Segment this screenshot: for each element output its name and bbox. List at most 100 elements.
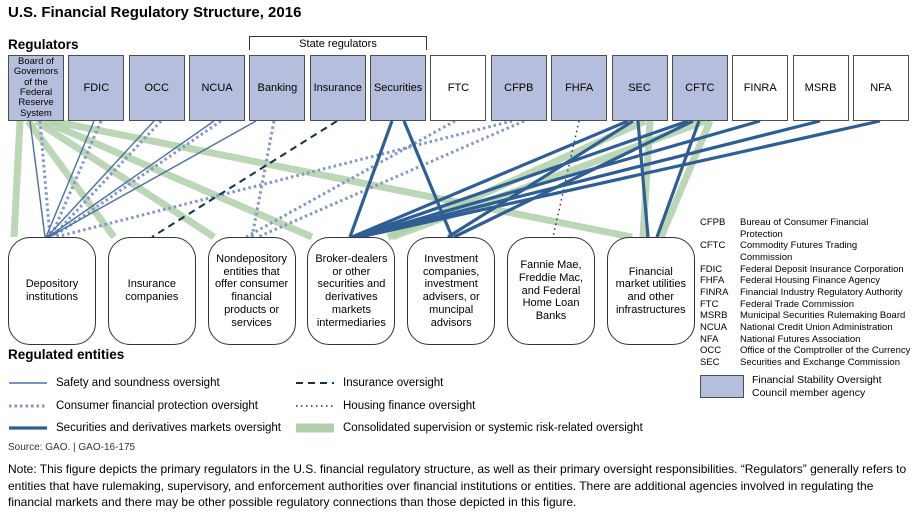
abbreviation: CFTC [700,240,726,252]
regulator-label: Board of Governors of the Federal Reserv… [13,55,59,119]
regulator-label: SEC [628,81,651,94]
regulator-label: Banking [257,81,298,94]
edge-green-sec-fmu [639,120,654,238]
edge-consumer-occ-depository [50,119,163,239]
abbreviation-row: FDIC Federal Deposit Insurance Corporatio… [700,264,912,276]
edge-safety-fdic-depository [45,120,95,238]
legend-insurance-line-icon [296,382,334,384]
entity-label: Depository institutions [25,278,79,303]
fsoc-member-swatch [700,375,744,398]
edge-housing-fhfa-fannie [552,120,580,238]
edge-safety-ncua-depository [47,120,215,238]
regulator-label: CFTC [685,81,715,94]
abbreviation-row: CFTC Commodity Futures Trading Commission [700,240,912,263]
abbreviation-name: Federal Deposit Insurance Corporation [740,263,904,275]
abbreviation: FDIC [700,263,723,275]
legend-item-green: Consolidated supervision or systemic ris… [295,421,643,435]
legend-consumer-line-icon [9,404,47,407]
edge-consumer-cfpb-nondepository [257,119,525,239]
legend-item-insurance: Insurance oversight [295,376,443,390]
entity-box-depository: Depository institutions [8,237,96,345]
regulator-label: CFPB [504,81,534,94]
abbreviation-name: Municipal Securities Rulemaking Board [740,310,906,322]
edge-safety-banking-depository [48,120,257,238]
regulators-heading: Regulators [8,37,79,52]
legend-label: Consolidated supervision or systemic ris… [343,422,643,434]
edge-securities-sec-fmu [636,120,650,238]
edge-consumer-ncua-depository [52,119,222,239]
regulator-box-ftc: FTC [430,55,487,121]
edge-green-frs-fmu [51,117,633,241]
abbreviation-name: Securities and Exchange Commission [740,357,900,369]
abbreviation-name: Commodity Futures Trading Commission [740,240,858,264]
regulator-box-cftc: CFTC [671,55,728,121]
abbreviation-row: FHFA Federal Housing Finance Agency [700,275,912,287]
entity-label: Fannie Mae, Freddie Mac, and Federal Hom… [518,259,584,323]
abbreviation: SEC [700,357,720,369]
edge-consumer-ftc-nondepository [245,119,456,239]
legend-securities-line-icon [9,426,47,430]
edge-green-frs-insurance-companies [25,118,117,240]
edge-consumer-cfpb-depository [55,119,513,239]
regulated-entities-heading: Regulated entities [8,347,125,362]
entity-box-fmu: Financial market utilities and other inf… [606,237,695,345]
regulator-box-msrb: MSRB [792,55,849,121]
edge-securities-cftc-investment [453,119,694,239]
regulator-label: NFA [870,81,892,94]
legend-item-safety: Safety and soundness oversight [8,376,220,390]
abbreviation: OCC [700,345,722,357]
legend-housing-line-icon [296,404,334,407]
entity-label: Insurance companies [125,278,179,303]
regulator-box-cfpb: CFPB [490,55,547,121]
regulator-box-securities: Securities [370,55,427,121]
edge-consumer-frs-depository [38,120,52,238]
entity-label: Nondepository entities that offer consum… [215,252,289,329]
regulator-box-finra: FINRA [732,55,789,121]
abbreviation-name: National Credit Union Administration [740,322,893,334]
entity-box-insurance-companies: Insurance companies [107,237,196,345]
state-regulators-bracket: State regulators [249,36,427,50]
entity-box-fannie: Fannie Mae, Freddie Mac, and Federal Hom… [507,237,595,345]
abbreviation-row: FINRA Financial Industry Regulatory Autho… [700,287,912,299]
abbreviation-row: OCC Office of the Comptroller of the Curr… [700,345,912,357]
abbreviation-row: SEC Securities and Exchange Commission [700,357,912,369]
legend-label: Housing finance oversight [343,399,476,412]
regulator-label: FHFA [565,81,594,94]
edge-green-cftc-broker-dealers [390,117,707,241]
abbreviation: NFA [700,333,719,345]
page-title: U.S. Financial Regulatory Structure, 201… [8,4,302,21]
abbreviation-row: NFA National Futures Association [700,334,912,346]
abbreviation-row: MSRB Municipal Securities Rulemaking Boar… [700,310,912,322]
edge-securities-cftc-broker-dealers [353,119,689,239]
abbreviation-row: CFPB Bureau of Consumer Financial Protect… [700,217,912,240]
legend-label: Securities and derivatives markets overs… [56,422,281,434]
abbreviation-name: Financial Industry Regulatory Authority [740,287,903,299]
regulator-box-frs: Board of Governors of the Federal Reserv… [8,55,64,121]
edge-insurance-insurance-insurance-companies [151,120,338,238]
fsoc-member-label: Financial Stability Oversight Council me… [752,374,882,399]
abbreviation: CFPB [700,217,726,228]
edge-securities-securities-broker-dealers [348,120,394,238]
regulator-box-fhfa: FHFA [551,55,608,121]
edge-safety-frs-depository [29,120,46,238]
regulator-box-ncua: NCUA [189,55,246,121]
edge-green-frs-nondepository [34,118,216,240]
regulator-label: FDIC [83,81,110,94]
regulator-box-banking: Banking [249,55,306,121]
edge-securities-sec-broker-dealers [351,119,629,239]
edge-securities-cftc-fmu [655,120,701,238]
legend-item-consumer: Consumer financial protection oversight [8,399,258,413]
abbreviation: FINRA [700,287,729,299]
regulator-box-fdic: FDIC [68,55,125,121]
source-line: Source: GAO. | GAO-16-175 [8,442,136,453]
legend-green-line-icon [296,423,334,433]
regulator-label: NCUA [201,81,233,94]
edge-consumer-fdic-depository [49,120,103,238]
edge-consumer-banking-nondepository [250,120,276,238]
regulator-label: MSRB [804,81,837,94]
regulator-box-nfa: NFA [852,55,909,121]
edge-safety-occ-depository [46,120,155,238]
regulator-label: Securities [373,81,423,94]
state-regulators-label: State regulators [299,38,377,50]
edge-green-frs-depository [10,120,24,238]
